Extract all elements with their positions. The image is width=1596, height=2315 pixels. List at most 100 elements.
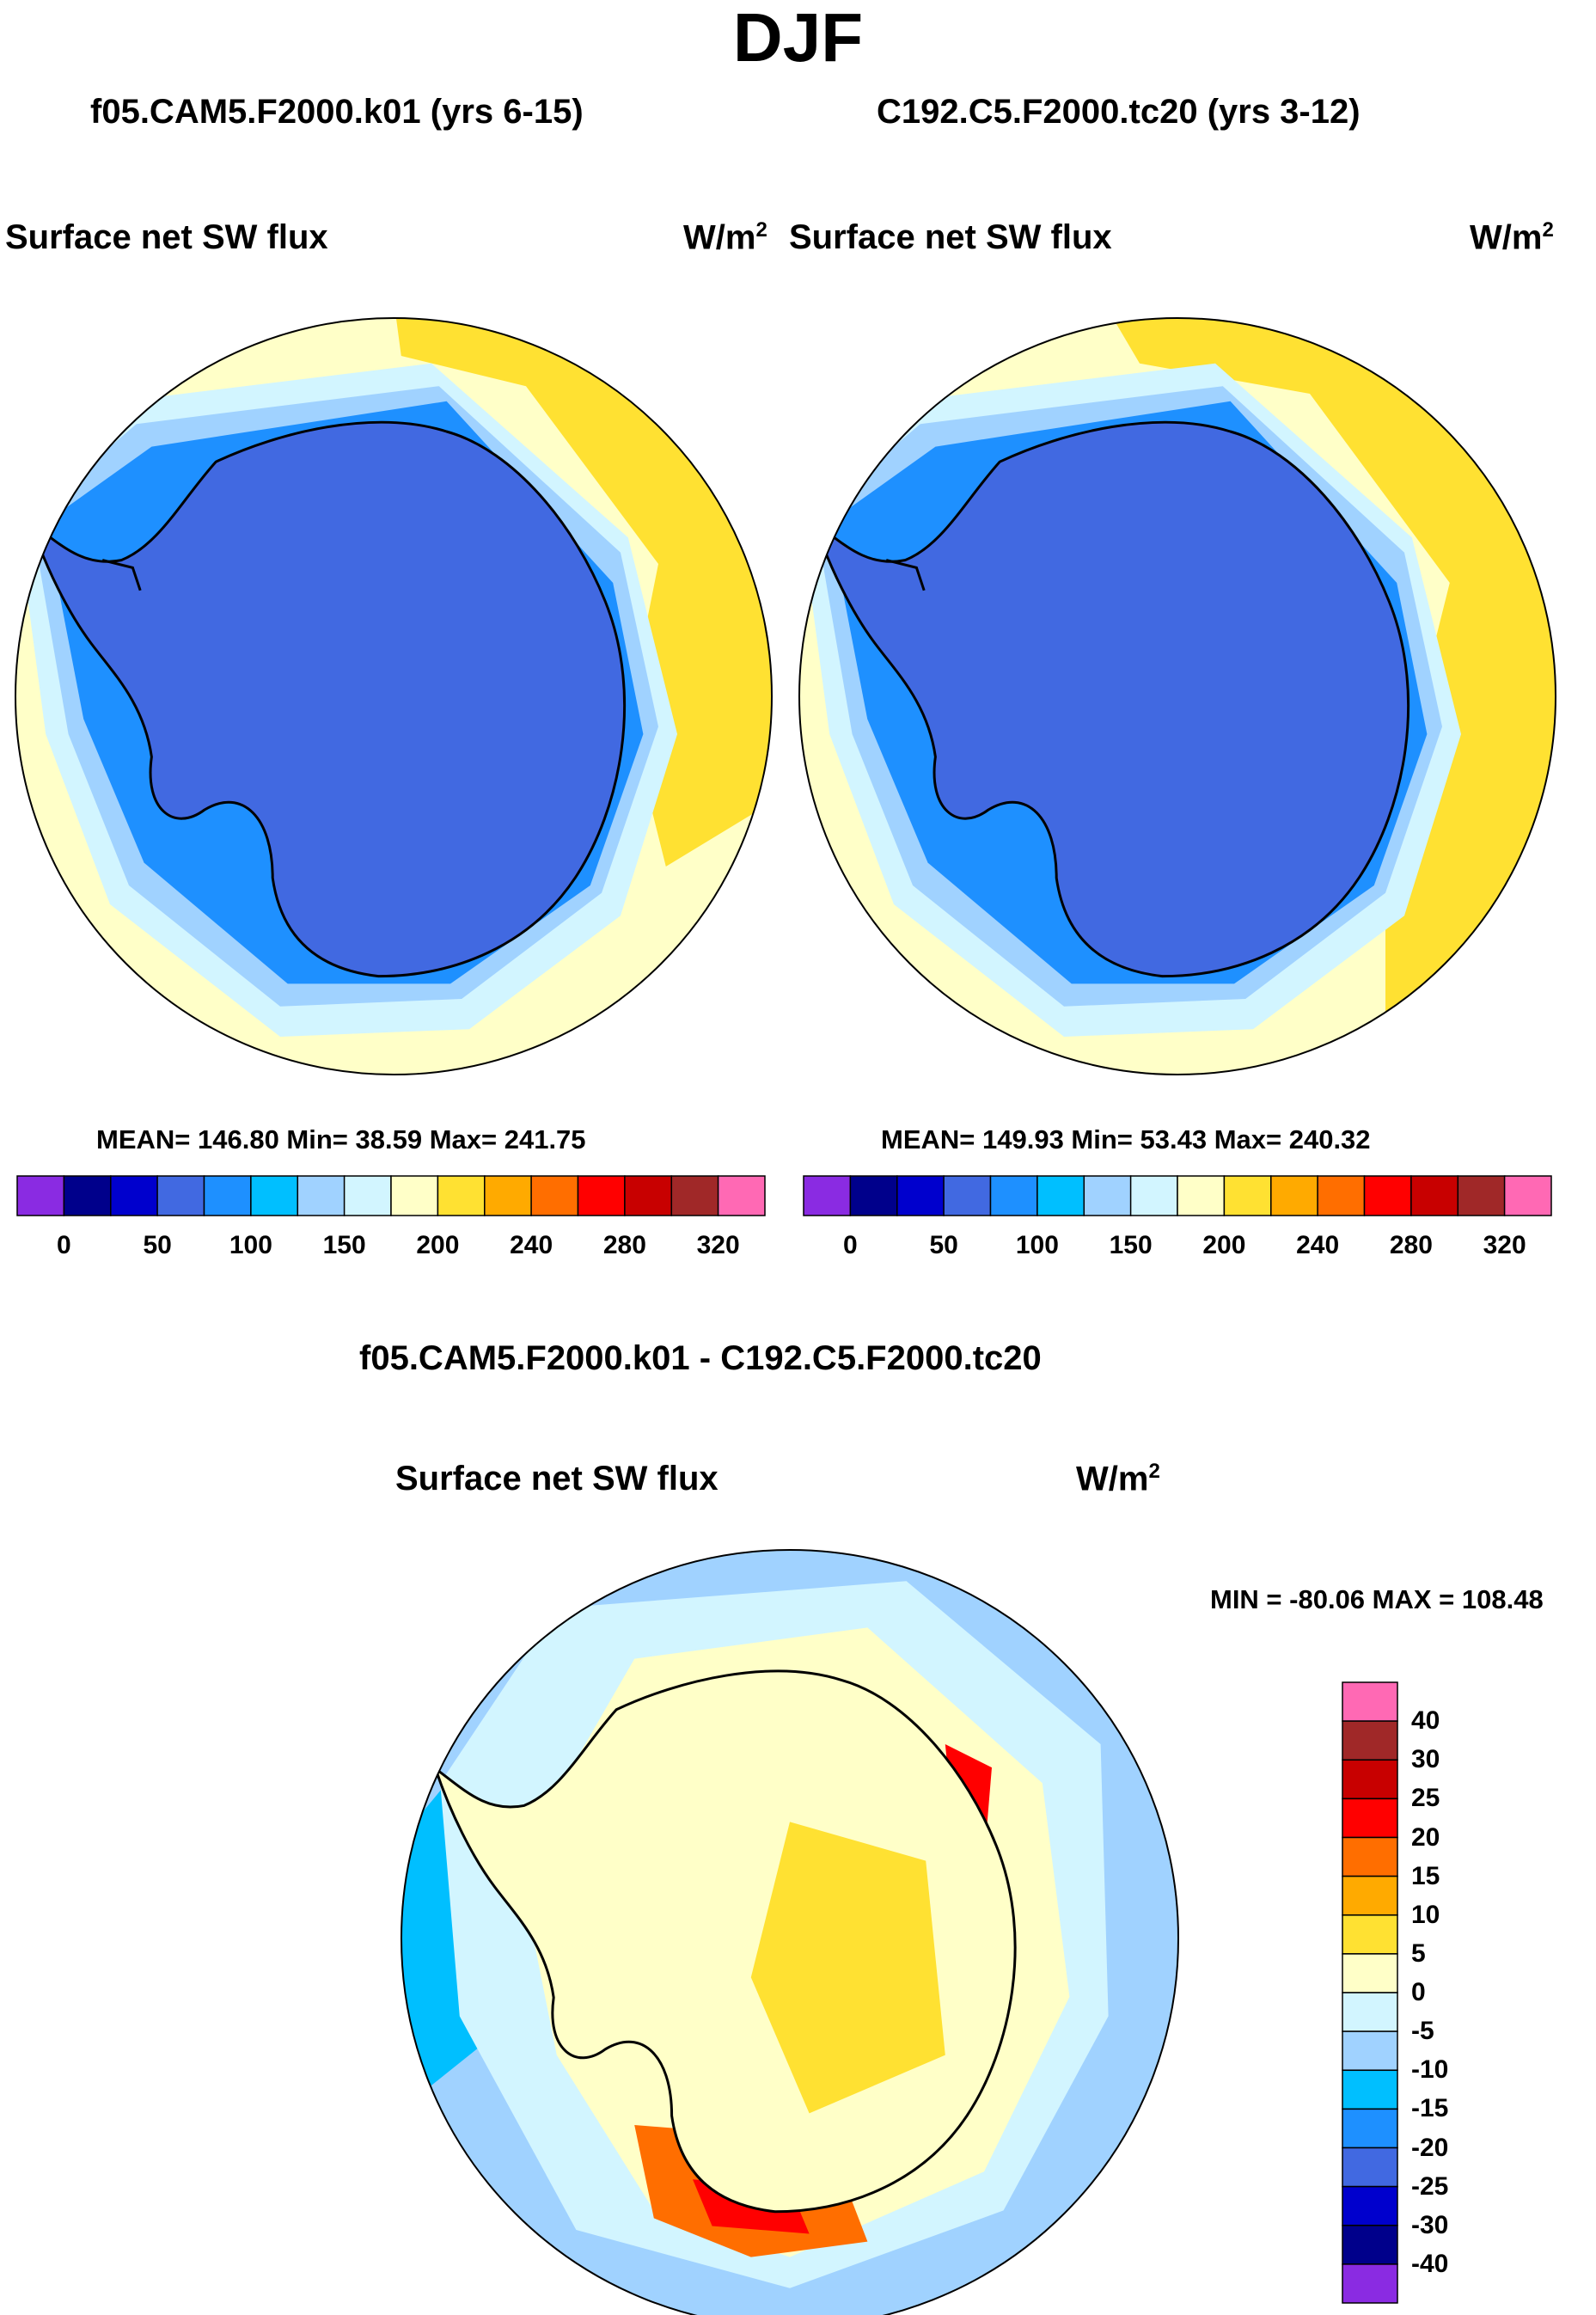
diff-colorbar-tick-label: 10 — [1411, 1900, 1440, 1929]
panel2-colorbar-tick-label: 240 — [1296, 1231, 1340, 1259]
diff-colorbar-swatch-1 — [1342, 1720, 1398, 1761]
diff-colorbar-swatch-14 — [1342, 2225, 1398, 2265]
panel2-map — [799, 318, 1556, 1075]
panel1-colorbar-swatch-1 — [63, 1175, 112, 1216]
panel1-map — [15, 318, 772, 1075]
panel1-colorbar-swatch-13 — [624, 1175, 673, 1216]
panel2-colorbar-swatch-9 — [1223, 1175, 1272, 1216]
panel2-colorbar — [803, 1175, 1552, 1216]
panel2-colorbar-swatch-2 — [896, 1175, 945, 1216]
panel1-colorbar — [16, 1175, 766, 1216]
panel1-colorbar-swatch-5 — [250, 1175, 299, 1216]
diff-units: W/m2 — [1076, 1460, 1160, 1498]
panel2-colorbar-tick-label: 100 — [1015, 1231, 1059, 1259]
diff-colorbar-swatch-8 — [1342, 1992, 1398, 2032]
diff-interior-yellow — [750, 1822, 945, 2114]
diff-map — [401, 1550, 1178, 2315]
diff-colorbar-swatch-13 — [1342, 2185, 1398, 2226]
panel1-colorbar-tick-label: 50 — [143, 1231, 172, 1259]
panel2-colorbar-swatch-4 — [989, 1175, 1038, 1216]
diff-colorbar-swatch-5 — [1342, 1875, 1398, 1916]
panel1-colorbar-swatch-7 — [343, 1175, 392, 1216]
panel2-units: W/m2 — [1470, 218, 1554, 257]
panel1-colorbar-swatch-3 — [156, 1175, 205, 1216]
panel2-variable: Surface net SW flux — [789, 218, 1112, 256]
diff-colorbar-tick-label: 25 — [1411, 1784, 1440, 1813]
panel1-colorbar-swatch-4 — [203, 1175, 252, 1216]
panel2-warm-region — [1102, 318, 1556, 1075]
panel2-colorbar-swatch-11 — [1317, 1175, 1366, 1216]
diff-colorbar-swatch-15 — [1342, 2263, 1398, 2304]
panel2-colorbar-swatch-6 — [1083, 1175, 1132, 1216]
panel2-colorbar-tick-label: 320 — [1483, 1231, 1526, 1259]
panel1-colorbar-tick-label: 320 — [696, 1231, 740, 1259]
panel2-colorbar-tick-label: 150 — [1109, 1231, 1153, 1259]
panel2-colorbar-swatch-10 — [1270, 1175, 1318, 1216]
panel2-colorbar-swatch-15 — [1503, 1175, 1552, 1216]
diff-colorbar — [1342, 1681, 1398, 2304]
figure-title: DJF — [732, 0, 864, 76]
panel1-units: W/m2 — [683, 218, 767, 257]
panel1-colorbar-tick-label: 0 — [57, 1231, 71, 1259]
panel1-peninsula-coast — [101, 559, 142, 591]
diff-colorbar-swatch-0 — [1342, 1681, 1398, 1722]
panel1-variable: Surface net SW flux — [5, 218, 328, 256]
panel1-colorbar-swatch-9 — [437, 1175, 486, 1216]
diff-colorbar-swatch-4 — [1342, 1836, 1398, 1877]
diff-colorbar-tick-label: -5 — [1411, 2017, 1434, 2046]
panel2-colorbar-swatch-5 — [1036, 1175, 1085, 1216]
diff-colorbar-swatch-12 — [1342, 2147, 1398, 2188]
panel1-stats: MEAN= 146.80 Min= 38.59 Max= 241.75 — [96, 1124, 586, 1154]
panel1-map-border — [15, 317, 773, 1075]
diff-colorbar-swatch-6 — [1342, 1914, 1398, 1955]
panel1-colorbar-tick-label: 100 — [229, 1231, 272, 1259]
panel1-colorbar-swatch-6 — [297, 1175, 345, 1216]
panel2-title: C192.C5.F2000.tc20 (yrs 3-12) — [877, 93, 1361, 131]
panel2-colorbar-tick-label: 200 — [1202, 1231, 1246, 1259]
panel2-colorbar-swatch-0 — [803, 1175, 852, 1216]
diff-colorbar-swatch-2 — [1342, 1759, 1398, 1800]
panel1-colorbar-swatch-8 — [390, 1175, 439, 1216]
panel1-colorbar-swatch-2 — [110, 1175, 158, 1216]
panel2-colorbar-tick-label: 50 — [929, 1231, 958, 1259]
panel1-colorbar-tick-label: 150 — [322, 1231, 366, 1259]
diff-colorbar-tick-label: 15 — [1411, 1861, 1440, 1890]
panel1-colorbar-swatch-10 — [484, 1175, 532, 1216]
diff-colorbar-swatch-7 — [1342, 1953, 1398, 1993]
panel2-colorbar-swatch-3 — [943, 1175, 992, 1216]
panel1-title: f05.CAM5.F2000.k01 (yrs 6-15) — [90, 93, 584, 131]
diff-colorbar-tick-label: -25 — [1411, 2171, 1449, 2201]
panel1-colorbar-swatch-12 — [577, 1175, 626, 1216]
diff-colorbar-tick-label: -15 — [1411, 2094, 1449, 2123]
panel2-colorbar-swatch-8 — [1177, 1175, 1226, 1216]
panel2-colorbar-swatch-7 — [1129, 1175, 1178, 1216]
panel1-colorbar-tick-label: 240 — [510, 1231, 553, 1259]
panel2-colorbar-swatch-12 — [1363, 1175, 1412, 1216]
panel2-colorbar-swatch-1 — [849, 1175, 898, 1216]
panel2-colorbar-tick-label: 280 — [1389, 1231, 1433, 1259]
panel2-colorbar-tick-label: 0 — [843, 1231, 858, 1259]
panel1-colorbar-tick-label: 200 — [416, 1231, 460, 1259]
diff-title: f05.CAM5.F2000.k01 - C192.C5.F2000.tc20 — [359, 1339, 1042, 1377]
diff-colorbar-tick-label: 40 — [1411, 1706, 1440, 1736]
diff-colorbar-tick-label: 20 — [1411, 1822, 1440, 1852]
panel2-peninsula-coast — [885, 559, 926, 591]
panel2-map-border — [798, 317, 1556, 1075]
diff-colorbar-tick-label: -30 — [1411, 2210, 1449, 2239]
diff-map-border — [401, 1549, 1179, 2315]
diff-colorbar-tick-label: 5 — [1411, 1938, 1426, 1968]
diff-colorbar-swatch-10 — [1342, 2069, 1398, 2110]
panel1-colorbar-swatch-0 — [16, 1175, 65, 1216]
diff-colorbar-tick-label: -40 — [1411, 2249, 1449, 2278]
diff-colorbar-tick-label: 0 — [1411, 1978, 1426, 2006]
diff-stats: MIN = -80.06 MAX = 108.48 — [1210, 1584, 1544, 1614]
panel2-colorbar-swatch-14 — [1457, 1175, 1506, 1216]
panel1-colorbar-tick-label: 280 — [602, 1231, 646, 1259]
panel1-colorbar-swatch-14 — [670, 1175, 719, 1216]
diff-colorbar-tick-label: -10 — [1411, 2055, 1449, 2085]
diff-colorbar-swatch-9 — [1342, 2030, 1398, 2071]
diff-colorbar-swatch-11 — [1342, 2108, 1398, 2149]
diff-variable: Surface net SW flux — [395, 1460, 719, 1497]
panel1-colorbar-swatch-11 — [530, 1175, 579, 1216]
